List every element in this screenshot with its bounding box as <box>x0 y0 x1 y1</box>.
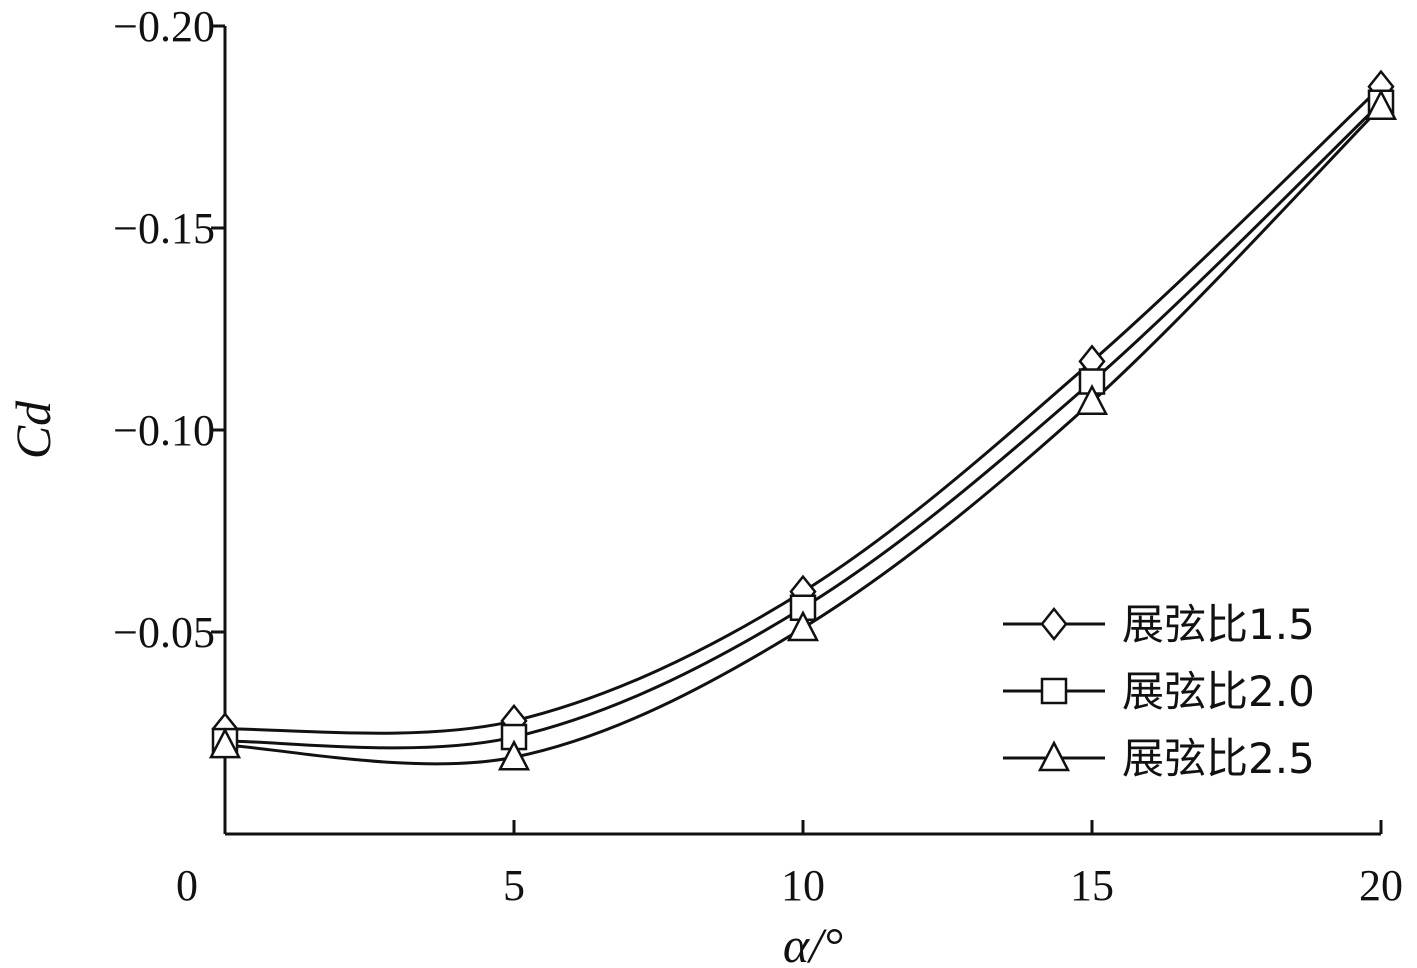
legend: 展弦比1.5 展弦比2.0 展弦比2.5 <box>1003 600 1315 783</box>
series-markers-square <box>211 89 1395 755</box>
series-diamond <box>224 85 1383 735</box>
series-line-diamond <box>224 85 1383 735</box>
legend-label: 展弦比1.5 <box>1122 600 1315 649</box>
data-point-triangle <box>208 727 242 759</box>
series-line-triangle <box>224 105 1383 766</box>
legend-marker-square <box>1040 677 1068 705</box>
series-layer <box>208 69 1398 771</box>
legend-label: 展弦比2.5 <box>1122 734 1315 783</box>
data-point-triangle <box>497 739 531 771</box>
series-triangle <box>224 105 1383 766</box>
x-axis-title: α/° <box>783 917 843 968</box>
y-tick-label: −0.15 <box>113 204 215 253</box>
ticks: −0.20 −0.15 −0.10 −0.05 0 5 10 15 20 <box>113 2 1403 910</box>
x-tick-label: 10 <box>781 861 825 910</box>
series-square <box>224 101 1383 750</box>
data-point-triangle <box>786 610 820 642</box>
x-tick-label: 20 <box>1359 861 1403 910</box>
legend-marker-triangle <box>1037 740 1071 772</box>
y-tick-label: −0.05 <box>113 608 215 657</box>
legend-item-square: 展弦比2.0 <box>1003 667 1315 716</box>
legend-marker-diamond <box>1040 606 1068 642</box>
legend-label: 展弦比2.0 <box>1122 667 1315 716</box>
y-tick-label: −0.20 <box>113 2 215 51</box>
series-markers-triangle <box>208 89 1398 771</box>
data-point-triangle <box>1075 384 1109 415</box>
legend-item-triangle: 展弦比2.5 <box>1003 734 1315 783</box>
y-axis-title: Cd <box>5 400 61 459</box>
series-line-square <box>224 101 1383 750</box>
x-tick-label: 0 <box>176 861 198 910</box>
legend-item-diamond: 展弦比1.5 <box>1003 600 1315 649</box>
x-tick-label: 5 <box>503 861 525 910</box>
data-point-triangle <box>1364 89 1398 121</box>
x-tick-label: 15 <box>1070 861 1114 910</box>
y-tick-label: −0.10 <box>113 406 215 455</box>
